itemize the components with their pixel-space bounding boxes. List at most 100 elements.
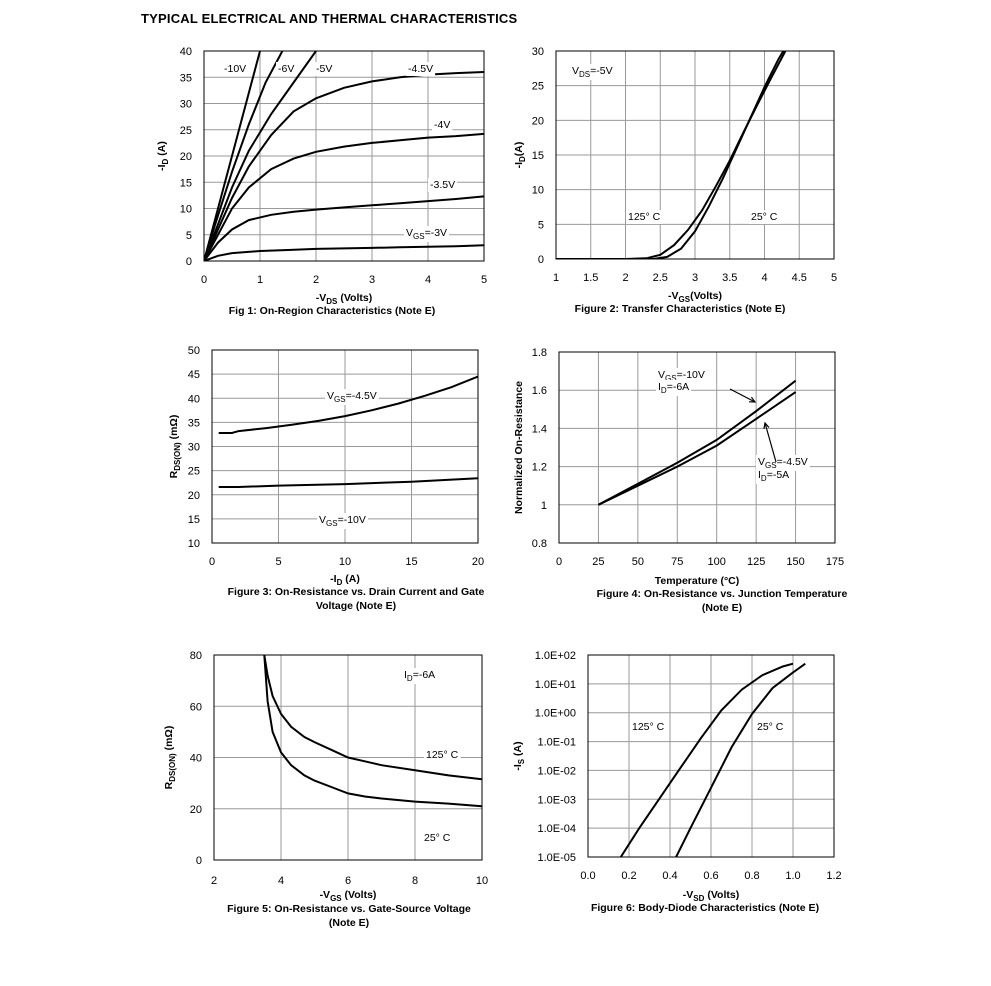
fig4-annotation-part: GS bbox=[665, 374, 677, 383]
fig3-ytick-label: 10 bbox=[188, 538, 200, 550]
fig3-annotation: VGS=-4.5V bbox=[327, 390, 377, 404]
fig1-series-line bbox=[204, 51, 284, 261]
fig3-ytick-label: 25 bbox=[188, 466, 200, 478]
fig1-annotation: -4.5V bbox=[408, 63, 433, 75]
fig1-xtick-label: 2 bbox=[313, 274, 319, 286]
fig4-series-line bbox=[597, 379, 797, 506]
fig2-xtick-label: 3 bbox=[692, 272, 698, 284]
fig3-xlabel-part: D bbox=[337, 578, 343, 587]
fig3-ylabel-part: DS(ON) bbox=[173, 442, 182, 471]
fig5-xtick-label: 2 bbox=[211, 875, 217, 887]
fig6-xtick-label: 1.0 bbox=[785, 870, 800, 882]
fig1-xtick-label: 1 bbox=[257, 274, 263, 286]
fig5-annotation-bg bbox=[402, 668, 438, 684]
fig1-series-line bbox=[204, 51, 261, 261]
fig1-xtick-label: 5 bbox=[481, 274, 487, 286]
fig6-annotation-bg bbox=[755, 720, 786, 734]
fig5-plot-frame bbox=[213, 654, 483, 861]
fig6-chart: 0.0 0.2 0.4 0.6 0.8 1.0 1.2 1.0E-05 1.0E-04 1.0E-… bbox=[512, 650, 842, 914]
fig3-xlabel: -ID (A) bbox=[330, 573, 360, 587]
fig3-xtick-label: 0 bbox=[209, 556, 215, 568]
fig6-ylabel: -IS (A) bbox=[512, 741, 526, 770]
fig5-ytick-label: 40 bbox=[190, 753, 202, 765]
fig6-annotation: 125° C bbox=[632, 721, 665, 733]
fig5-xlabel-part: GS bbox=[330, 894, 342, 903]
fig4-annotation-bg bbox=[756, 455, 810, 471]
fig4-xtick-label: 50 bbox=[632, 556, 644, 568]
fig4-annotation: ID=-5A bbox=[758, 469, 789, 483]
fig3-caption: Voltage (Note E) bbox=[316, 600, 396, 612]
fig2-xtick-label: 3.5 bbox=[722, 272, 737, 284]
fig4-annotation: VGS=-10V bbox=[658, 369, 705, 383]
fig5-annotation: 25° C bbox=[424, 832, 451, 844]
fig4-ytick-label: 1.2 bbox=[532, 462, 547, 474]
fig5-annotation-bg bbox=[424, 748, 461, 762]
fig6-ylabel-part: -I bbox=[512, 764, 524, 770]
fig5-ylabel-part: DS(ON) bbox=[168, 753, 177, 782]
fig2-annotation-part: V bbox=[572, 65, 579, 77]
fig4-xtick-label: 75 bbox=[671, 556, 683, 568]
fig4-annotation-arrow bbox=[729, 388, 756, 403]
fig2-ytick-label: 0 bbox=[538, 254, 544, 266]
fig5-xtick-label: 8 bbox=[412, 875, 418, 887]
fig3-annotation-part: V bbox=[319, 514, 326, 526]
fig5-chart: 2 4 6 8 10 0 20 40 60 80 -VGS (Volts) RDS(ON) (mΩ) F… bbox=[163, 650, 488, 929]
fig1-xlabel-part: (Volts) bbox=[337, 292, 372, 304]
fig3-annotation-part: GS bbox=[326, 519, 338, 528]
fig3-xtick-label: 20 bbox=[472, 556, 484, 568]
fig6-ytick-label: 1.0E-04 bbox=[537, 823, 576, 835]
fig3-annotation-part: =-10V bbox=[338, 514, 366, 526]
fig4-chart: 0 25 50 75 100 125 150 175 0.8 1 1.2 1.4 1.6 1.8 Tempe… bbox=[513, 347, 848, 614]
fig2-annotation-part: DS bbox=[579, 70, 590, 79]
fig3-series-line bbox=[218, 375, 478, 434]
fig3-ytick-label: 50 bbox=[188, 345, 200, 357]
fig2-annotation: 125° C bbox=[628, 211, 661, 223]
fig6-xtick-label: 0.4 bbox=[662, 870, 677, 882]
fig4-annotation-arrowhead bbox=[748, 396, 757, 403]
fig1-annotation: -3.5V bbox=[430, 179, 455, 191]
fig6-ytick-label: 1.0E-02 bbox=[537, 765, 576, 777]
fig4-ytick-label: 0.8 bbox=[532, 538, 547, 550]
fig3-ytick-label: 30 bbox=[188, 442, 200, 454]
fig3-annotation: VGS=-10V bbox=[319, 514, 366, 528]
fig1-annotation-part: V bbox=[406, 227, 413, 239]
fig2-xtick-label: 2 bbox=[622, 272, 628, 284]
fig2-xtick-label: 1.5 bbox=[583, 272, 598, 284]
fig2-ytick-label: 20 bbox=[532, 115, 544, 127]
fig3-ytick-label: 40 bbox=[188, 393, 200, 405]
fig2-xtick-label: 2.5 bbox=[653, 272, 668, 284]
fig3-ylabel-part: (mΩ) bbox=[168, 415, 180, 443]
fig1-series-line bbox=[204, 195, 484, 261]
fig3-ytick-label: 20 bbox=[188, 490, 200, 502]
fig1-annotation-bg bbox=[428, 178, 458, 192]
fig3-annotation-part: GS bbox=[334, 395, 346, 404]
fig4-annotation-arrow bbox=[764, 422, 777, 463]
fig4-ylabel: Normalized On-Resistance bbox=[513, 381, 525, 514]
fig1-annotation-bg bbox=[222, 62, 249, 76]
fig2-ylabel: -ID(A) bbox=[513, 142, 527, 169]
fig2-xtick-label: 4 bbox=[761, 272, 767, 284]
fig2-xlabel-part: -V bbox=[668, 290, 679, 302]
fig1-annotation-part: =-3V bbox=[425, 227, 447, 239]
fig5-ylabel: RDS(ON) (mΩ) bbox=[163, 726, 177, 790]
fig6-ytick-label: 1.0E+02 bbox=[535, 650, 576, 662]
fig3-caption: Figure 3: On-Resistance vs. Drain Curren… bbox=[228, 586, 485, 598]
fig4-xtick-label: 0 bbox=[556, 556, 562, 568]
fig3-annotation-bg bbox=[317, 513, 368, 529]
fig5-xtick-label: 10 bbox=[476, 875, 488, 887]
fig2-xtick-label: 5 bbox=[831, 272, 837, 284]
fig4-annotation-bg bbox=[756, 468, 792, 484]
fig1-annotation-bg bbox=[432, 118, 453, 132]
fig4-annotation-part: D bbox=[761, 474, 767, 483]
fig3-ytick-label: 45 bbox=[188, 369, 200, 381]
fig2-annotation-bg bbox=[626, 210, 663, 224]
fig2-series-line bbox=[556, 51, 785, 259]
fig1-caption: Fig 1: On-Region Characteristics (Note E… bbox=[229, 305, 436, 317]
fig3-ytick-label: 35 bbox=[188, 417, 200, 429]
fig1-series-line bbox=[204, 244, 484, 261]
fig6-xlabel-part: SD bbox=[693, 894, 704, 903]
fig4-annotation-part: I bbox=[658, 381, 661, 393]
fig2-plot-frame bbox=[555, 50, 835, 260]
fig6-xtick-label: 0.0 bbox=[580, 870, 595, 882]
fig6-series-line bbox=[619, 662, 794, 857]
